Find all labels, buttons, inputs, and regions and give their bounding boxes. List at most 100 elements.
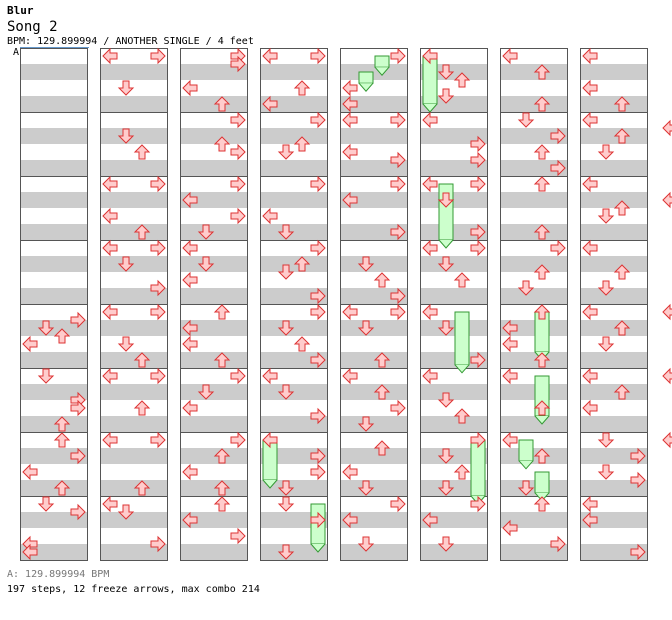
up-arrow bbox=[533, 264, 551, 280]
left-arrow bbox=[582, 111, 598, 129]
down-arrow bbox=[277, 144, 295, 160]
down-arrow bbox=[117, 256, 135, 272]
beat-stripe bbox=[500, 320, 568, 336]
beat-stripe bbox=[500, 512, 568, 528]
beat-stripe bbox=[420, 288, 488, 304]
beat-stripe bbox=[420, 192, 488, 208]
beat-stripe bbox=[500, 480, 568, 496]
bpm-marker-label: A bbox=[13, 47, 20, 58]
right-arrow bbox=[150, 535, 166, 553]
beat-stripe bbox=[180, 160, 248, 176]
beat-stripe bbox=[340, 448, 408, 464]
left-arrow bbox=[422, 47, 438, 65]
beat-stripe bbox=[100, 544, 168, 560]
down-arrow bbox=[357, 416, 375, 432]
freeze-arrow-tail bbox=[358, 82, 374, 92]
up-arrow bbox=[533, 64, 551, 80]
beat-stripe bbox=[100, 192, 168, 208]
up-arrow bbox=[213, 96, 231, 112]
right-arrow bbox=[310, 463, 326, 481]
beat-stripe bbox=[180, 320, 248, 336]
down-arrow bbox=[357, 480, 375, 496]
left-arrow bbox=[662, 119, 672, 137]
left-arrow bbox=[422, 239, 438, 257]
left-arrow bbox=[182, 79, 198, 97]
up-arrow bbox=[213, 496, 231, 512]
footer-stats: 197 steps, 12 freeze arrows, max combo 2… bbox=[7, 584, 260, 595]
right-arrow bbox=[230, 55, 246, 73]
right-arrow bbox=[310, 239, 326, 257]
right-arrow bbox=[230, 143, 246, 161]
down-arrow bbox=[117, 504, 135, 520]
left-arrow bbox=[582, 239, 598, 257]
beat-stripe bbox=[20, 352, 88, 368]
left-arrow bbox=[342, 303, 358, 321]
beat-stripe bbox=[20, 224, 88, 240]
up-arrow bbox=[53, 432, 71, 448]
right-arrow bbox=[150, 303, 166, 321]
beat-stripe bbox=[260, 192, 328, 208]
beat-stripe bbox=[340, 192, 408, 208]
down-arrow bbox=[197, 224, 215, 240]
left-arrow bbox=[182, 319, 198, 337]
beat-stripe bbox=[580, 96, 648, 112]
beat-stripe bbox=[420, 512, 488, 528]
right-arrow bbox=[310, 287, 326, 305]
right-arrow bbox=[390, 47, 406, 65]
beat-stripe bbox=[260, 320, 328, 336]
down-arrow bbox=[437, 64, 455, 80]
up-arrow bbox=[613, 384, 631, 400]
beat-stripe bbox=[500, 352, 568, 368]
measure-box bbox=[100, 496, 168, 561]
right-arrow bbox=[550, 535, 566, 553]
beat-stripe bbox=[340, 512, 408, 528]
up-arrow bbox=[133, 144, 151, 160]
beat-stripe bbox=[20, 448, 88, 464]
beat-stripe bbox=[20, 544, 88, 560]
down-arrow bbox=[37, 368, 55, 384]
right-arrow bbox=[310, 447, 326, 465]
right-arrow bbox=[230, 207, 246, 225]
left-arrow bbox=[102, 47, 118, 65]
beat-stripe bbox=[340, 224, 408, 240]
beat-stripe bbox=[500, 192, 568, 208]
right-arrow bbox=[230, 527, 246, 545]
right-arrow bbox=[630, 543, 646, 561]
beat-stripe bbox=[580, 128, 648, 144]
freeze-arrow bbox=[454, 311, 470, 366]
right-arrow bbox=[390, 223, 406, 241]
left-arrow bbox=[262, 47, 278, 65]
left-arrow bbox=[342, 367, 358, 385]
beat-stripe bbox=[180, 256, 248, 272]
beat-stripe bbox=[100, 384, 168, 400]
beat-stripe bbox=[100, 480, 168, 496]
right-arrow bbox=[310, 303, 326, 321]
right-arrow bbox=[310, 351, 326, 369]
beat-stripe bbox=[180, 384, 248, 400]
down-arrow bbox=[517, 112, 535, 128]
freeze-arrow bbox=[534, 471, 550, 494]
left-arrow bbox=[582, 367, 598, 385]
beat-stripe bbox=[580, 448, 648, 464]
chart-meta: BPM: 129.899994 / ANOTHER SINGLE / 4 fee… bbox=[7, 36, 254, 47]
beat-stripe bbox=[340, 96, 408, 112]
down-arrow bbox=[117, 80, 135, 96]
beat-stripe bbox=[260, 384, 328, 400]
beat-stripe bbox=[580, 416, 648, 432]
left-arrow bbox=[182, 191, 198, 209]
down-arrow bbox=[117, 336, 135, 352]
beat-stripe bbox=[340, 256, 408, 272]
measure-box bbox=[420, 496, 488, 561]
right-arrow bbox=[470, 175, 486, 193]
left-arrow bbox=[102, 239, 118, 257]
measure-box bbox=[260, 496, 328, 561]
beat-stripe bbox=[100, 416, 168, 432]
right-arrow bbox=[630, 471, 646, 489]
beat-stripe bbox=[20, 288, 88, 304]
down-arrow bbox=[597, 208, 615, 224]
up-arrow bbox=[533, 224, 551, 240]
right-arrow bbox=[310, 111, 326, 129]
left-arrow bbox=[582, 399, 598, 417]
measure-box bbox=[20, 496, 88, 561]
